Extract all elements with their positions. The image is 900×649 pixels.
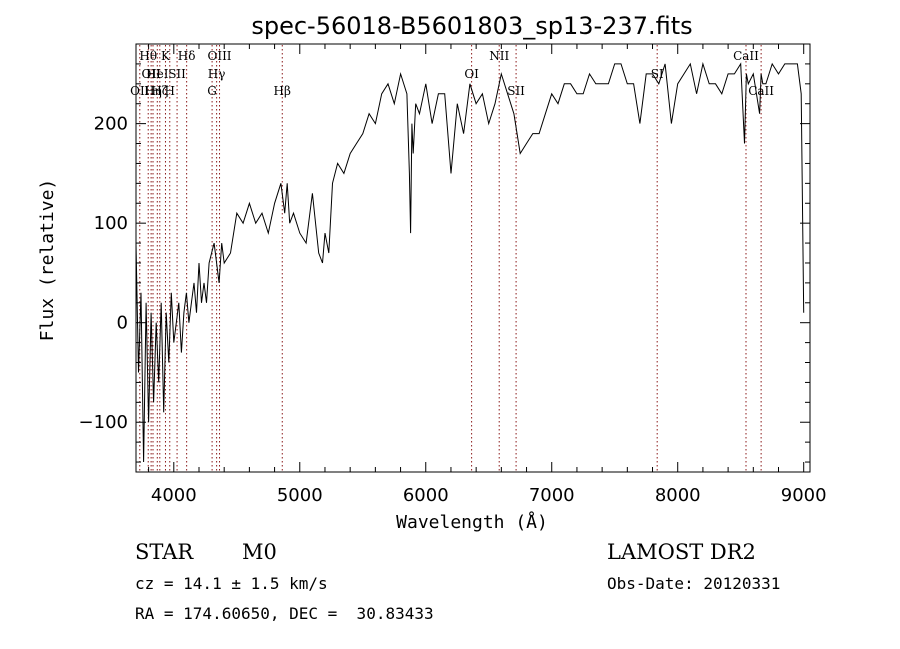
x-tick-label: 8000 — [655, 485, 701, 506]
x-tick-label: 6000 — [403, 485, 449, 506]
x-tick-label: 4000 — [151, 485, 197, 506]
spectral-subclass-value: M0 — [242, 540, 277, 564]
spectral-line-markers — [139, 45, 762, 471]
redshift-value: cz = 14.1 ± 1.5 km/s — [135, 574, 328, 593]
line-label-11: Hγ — [208, 67, 226, 81]
line-label-19: CaII — [748, 84, 774, 98]
x-axis-ticks: 4000 5000 6000 7000 8000 9000 — [148, 44, 827, 506]
y-axis-ticks: −100 0 100 200 — [79, 43, 810, 463]
y-tick-label: 100 — [94, 213, 128, 234]
line-label-0: OII — [130, 84, 150, 98]
x-tick-label: 5000 — [277, 485, 323, 506]
spectral-line-labels: OIIHθOIIHηHeIHζKHSIIHδGHγOIIIHβOINIISIIS… — [130, 49, 774, 98]
y-tick-label: 0 — [117, 313, 128, 334]
object-class-value: STAR — [135, 540, 194, 564]
line-label-8: SII — [168, 67, 186, 81]
line-label-10: G — [207, 84, 217, 98]
survey-name: LAMOST DR2 — [607, 540, 756, 564]
object-class: STAR — [135, 540, 193, 564]
line-label-6: K — [161, 49, 171, 63]
redshift-text: cz = 14.1 ± 1.5 km/s — [135, 574, 328, 593]
obs-date-text: Obs-Date: 20120331 — [607, 574, 780, 593]
line-label-4: HeI — [146, 67, 169, 81]
line-label-14: OI — [464, 67, 479, 81]
coordinates-text: RA = 174.60650, DEC = 30.83433 — [135, 604, 434, 623]
spectral-subclass: M0 — [242, 540, 277, 564]
line-label-3: Hη — [144, 84, 162, 98]
line-label-15: NII — [489, 49, 509, 63]
line-label-1: Hθ — [139, 49, 157, 63]
y-axis-label: Flux (relative) — [37, 179, 58, 342]
x-tick-label: 7000 — [529, 485, 575, 506]
line-label-16: SII — [507, 84, 525, 98]
coordinates-value: RA = 174.60650, DEC = 30.83433 — [135, 604, 434, 623]
x-tick-label: 9000 — [781, 485, 827, 506]
obs-date-value: Obs-Date: 20120331 — [607, 574, 781, 593]
chart-title: spec-56018-B5601803_sp13-237.fits — [251, 12, 692, 40]
survey-name-value: LAMOST DR2 — [607, 540, 756, 564]
line-label-13: Hβ — [274, 84, 291, 98]
x-axis-label: Wavelength (Å) — [396, 511, 548, 533]
line-label-7: H — [165, 84, 175, 98]
line-label-12: OIII — [207, 49, 231, 63]
line-label-5: Hζ — [151, 84, 168, 98]
line-label-18: CaII — [733, 49, 759, 63]
y-tick-label: 200 — [94, 114, 128, 135]
line-label-2: OII — [141, 67, 161, 81]
spectrum-line — [135, 61, 805, 463]
line-label-9: Hδ — [178, 49, 196, 63]
y-tick-label: −100 — [79, 412, 128, 433]
plot-frame — [135, 43, 811, 473]
